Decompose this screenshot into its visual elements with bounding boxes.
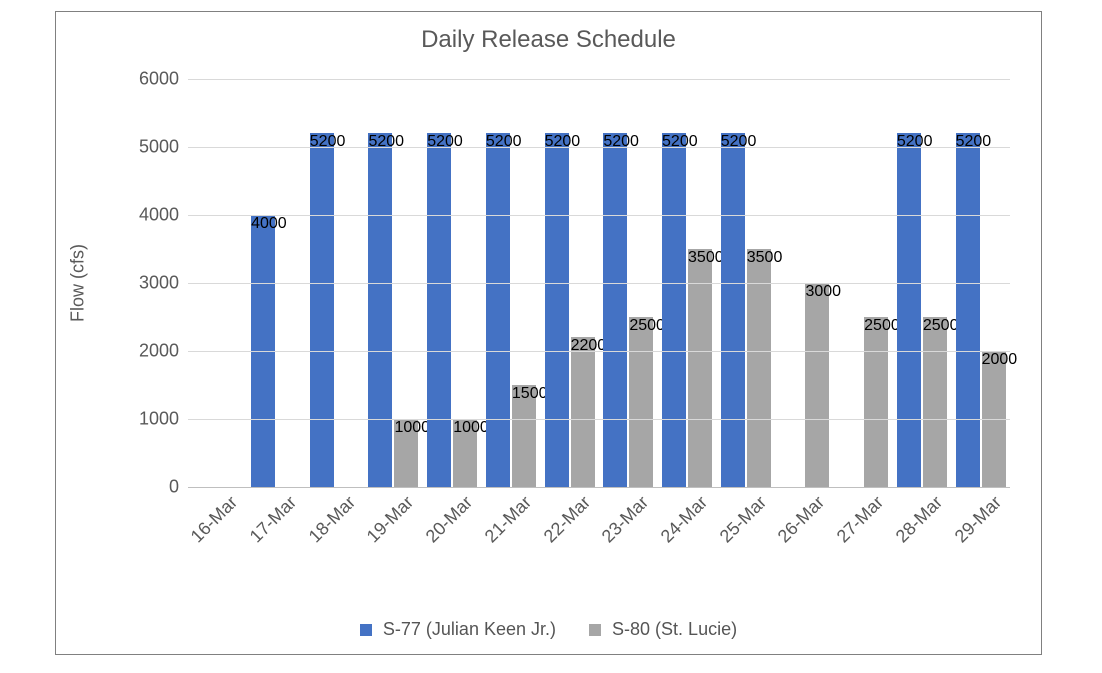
x-tick-label: 26-Mar [765, 492, 829, 556]
bar: 5200 [310, 133, 334, 487]
chart-frame: Daily Release Schedule Flow (cfs) 4000 52… [55, 11, 1042, 655]
bar: 1000 [453, 419, 477, 487]
gridline [188, 283, 1010, 284]
y-axis-title: Flow (cfs) [68, 244, 89, 322]
bar: 1500 [512, 385, 536, 487]
bar: 5200 [368, 133, 392, 487]
x-tick-label: 16-Mar [178, 492, 242, 556]
y-tick-label: 4000 [99, 205, 179, 226]
x-tick-label: 22-Mar [530, 492, 594, 556]
bar: 5200 [721, 133, 745, 487]
bar: 5200 [956, 133, 980, 487]
bar: 3000 [805, 283, 829, 487]
bar: 1000 [394, 419, 418, 487]
bar: 2200 [571, 337, 595, 487]
legend-item-s77: S-77 (Julian Keen Jr.) [360, 619, 556, 640]
x-tick-label: 27-Mar [824, 492, 888, 556]
legend-item-s80: S-80 (St. Lucie) [589, 619, 737, 640]
bar: 5200 [486, 133, 510, 487]
bar: 3500 [747, 249, 771, 487]
axis-baseline [188, 487, 1010, 488]
plot-area: 4000520052001000520010005200150052002200… [188, 79, 1010, 487]
chart-title: Daily Release Schedule [56, 26, 1041, 54]
x-tick-label: 25-Mar [706, 492, 770, 556]
y-tick-label: 6000 [99, 69, 179, 90]
bar: 5200 [897, 133, 921, 487]
x-tick-label: 28-Mar [882, 492, 946, 556]
x-tick-label: 20-Mar [413, 492, 477, 556]
bar: 2500 [629, 317, 653, 487]
x-tick-label: 23-Mar [589, 492, 653, 556]
legend-swatch-s80 [589, 624, 601, 636]
y-tick-label: 1000 [99, 409, 179, 430]
bar: 2500 [864, 317, 888, 487]
x-tick-label: 24-Mar [648, 492, 712, 556]
y-tick-label: 3000 [99, 273, 179, 294]
gridline [188, 419, 1010, 420]
bar: 5200 [603, 133, 627, 487]
x-tick-label: 17-Mar [237, 492, 301, 556]
gridline [188, 215, 1010, 216]
bar: 3500 [688, 249, 712, 487]
x-tick-label: 29-Mar [941, 492, 1005, 556]
gridline [188, 147, 1010, 148]
bar: 2500 [923, 317, 947, 487]
y-tick-label: 2000 [99, 341, 179, 362]
legend-label-s77: S-77 (Julian Keen Jr.) [383, 619, 556, 639]
gridline [188, 79, 1010, 80]
bar: 5200 [427, 133, 451, 487]
x-tick-label: 21-Mar [471, 492, 535, 556]
gridline [188, 351, 1010, 352]
legend-swatch-s77 [360, 624, 372, 636]
y-tick-label: 5000 [99, 137, 179, 158]
y-tick-label: 0 [99, 477, 179, 498]
x-labels-layer: 16-Mar17-Mar18-Mar19-Mar20-Mar21-Mar22-M… [188, 492, 1010, 602]
bar: 5200 [662, 133, 686, 487]
bar: 5200 [545, 133, 569, 487]
legend-label-s80: S-80 (St. Lucie) [612, 619, 737, 639]
x-tick-label: 18-Mar [295, 492, 359, 556]
x-tick-label: 19-Mar [354, 492, 418, 556]
legend: S-77 (Julian Keen Jr.) S-80 (St. Lucie) [56, 619, 1041, 640]
